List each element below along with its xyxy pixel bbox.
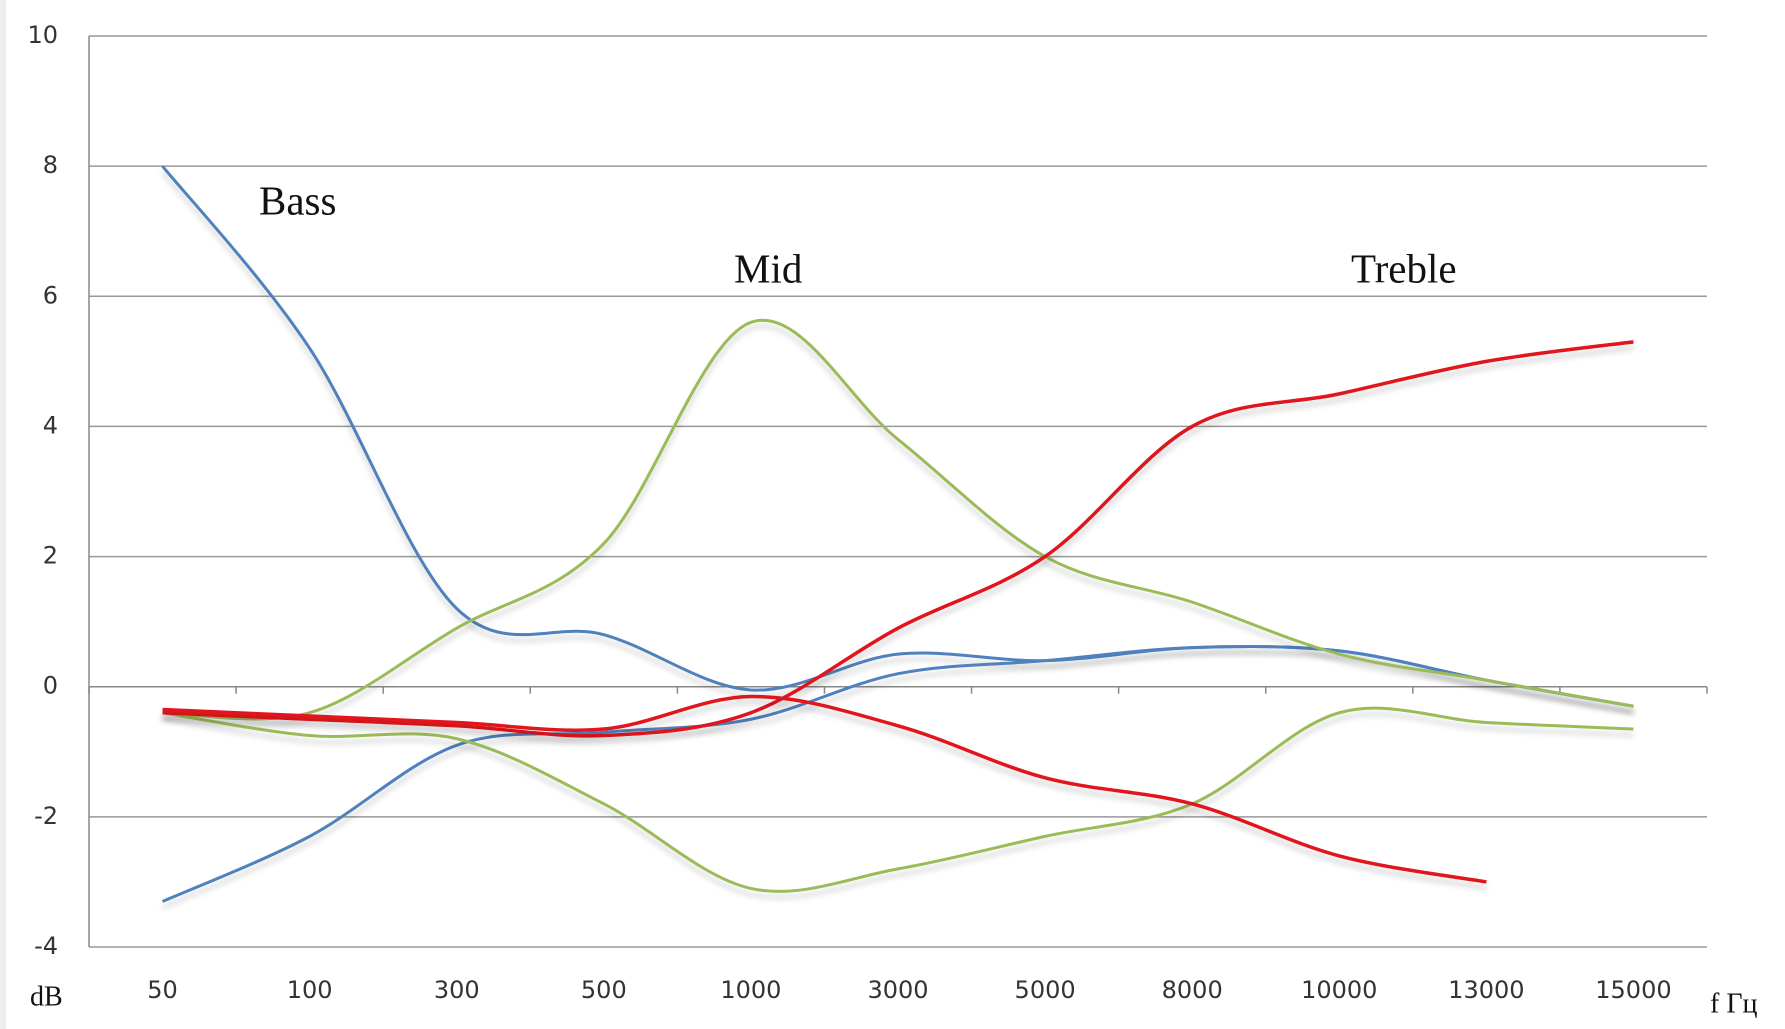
y-tick-label: 8: [43, 151, 58, 179]
annotation: Bass: [259, 177, 336, 223]
y-axis-label: dB: [30, 981, 63, 1012]
y-tick-label: 4: [43, 411, 58, 439]
x-axis-label: f Гц: [1710, 988, 1758, 1019]
series-line: [162, 706, 1634, 893]
x-tick-label: 10000: [1301, 976, 1377, 1004]
y-tick-label: 0: [43, 672, 58, 700]
x-tick-label: 300: [434, 976, 480, 1004]
x-tick-label: 8000: [1162, 976, 1223, 1004]
series-line: [161, 645, 1634, 903]
series-line: [162, 694, 1487, 884]
x-tick-label: 50: [147, 976, 178, 1004]
y-tick-label: 2: [43, 542, 58, 570]
annotation: Treble: [1351, 245, 1457, 291]
y-tick-label: 10: [27, 21, 58, 49]
x-tick-label: 15000: [1595, 976, 1671, 1004]
y-tick-label: -4: [34, 932, 58, 960]
x-tick-label: 1000: [720, 976, 781, 1004]
x-tick-label: 500: [581, 976, 627, 1004]
edge: [0, 0, 6, 1029]
y-tick-label: -2: [34, 802, 58, 830]
y-tick-label: 6: [43, 281, 58, 309]
x-tick-label: 100: [287, 976, 333, 1004]
annotation: Mid: [734, 245, 802, 291]
x-tick-label: 3000: [867, 976, 928, 1004]
series-line: [162, 340, 1634, 738]
x-tick-label: 5000: [1015, 976, 1076, 1004]
series-line: [162, 318, 1634, 721]
x-tick-label: 13000: [1448, 976, 1524, 1004]
